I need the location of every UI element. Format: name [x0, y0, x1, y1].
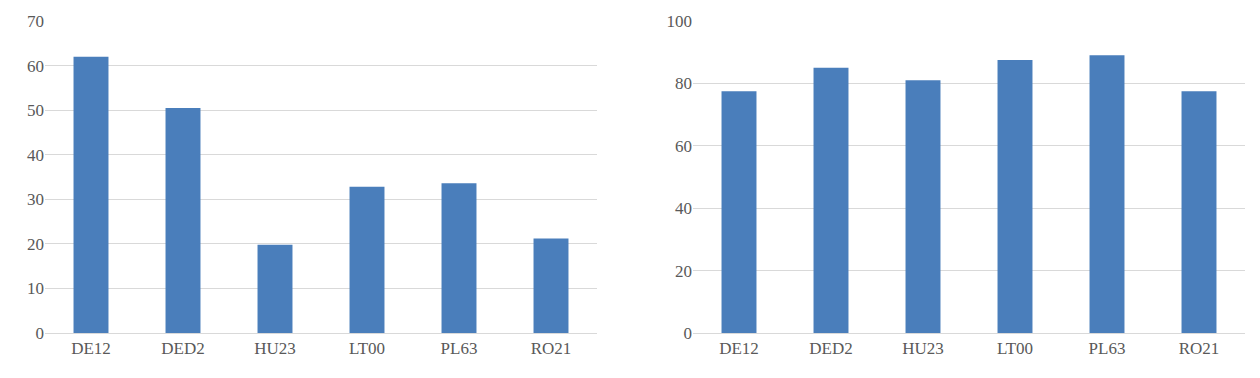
svg-text:70: 70 [27, 12, 44, 31]
svg-text:20: 20 [675, 262, 692, 281]
svg-text:100: 100 [667, 12, 693, 31]
svg-text:50: 50 [27, 101, 44, 120]
svg-text:PL63: PL63 [441, 339, 478, 358]
svg-text:20: 20 [27, 235, 44, 254]
svg-text:PL63: PL63 [1089, 339, 1126, 358]
svg-text:60: 60 [27, 57, 44, 76]
svg-text:DE12: DE12 [719, 339, 759, 358]
svg-text:10: 10 [27, 279, 44, 298]
svg-text:HU23: HU23 [254, 339, 296, 358]
svg-text:30: 30 [27, 190, 44, 209]
svg-text:RO21: RO21 [531, 339, 572, 358]
svg-text:LT00: LT00 [349, 339, 385, 358]
svg-text:0: 0 [684, 324, 693, 343]
svg-text:LT00: LT00 [997, 339, 1033, 358]
svg-text:HU23: HU23 [902, 339, 944, 358]
svg-text:RO21: RO21 [1179, 339, 1220, 358]
svg-text:DE12: DE12 [71, 339, 111, 358]
svg-text:DED2: DED2 [161, 339, 204, 358]
svg-text:80: 80 [675, 74, 692, 93]
svg-text:DED2: DED2 [809, 339, 852, 358]
svg-text:40: 40 [675, 199, 692, 218]
svg-text:40: 40 [27, 146, 44, 165]
svg-text:60: 60 [675, 137, 692, 156]
svg-text:0: 0 [36, 324, 45, 343]
